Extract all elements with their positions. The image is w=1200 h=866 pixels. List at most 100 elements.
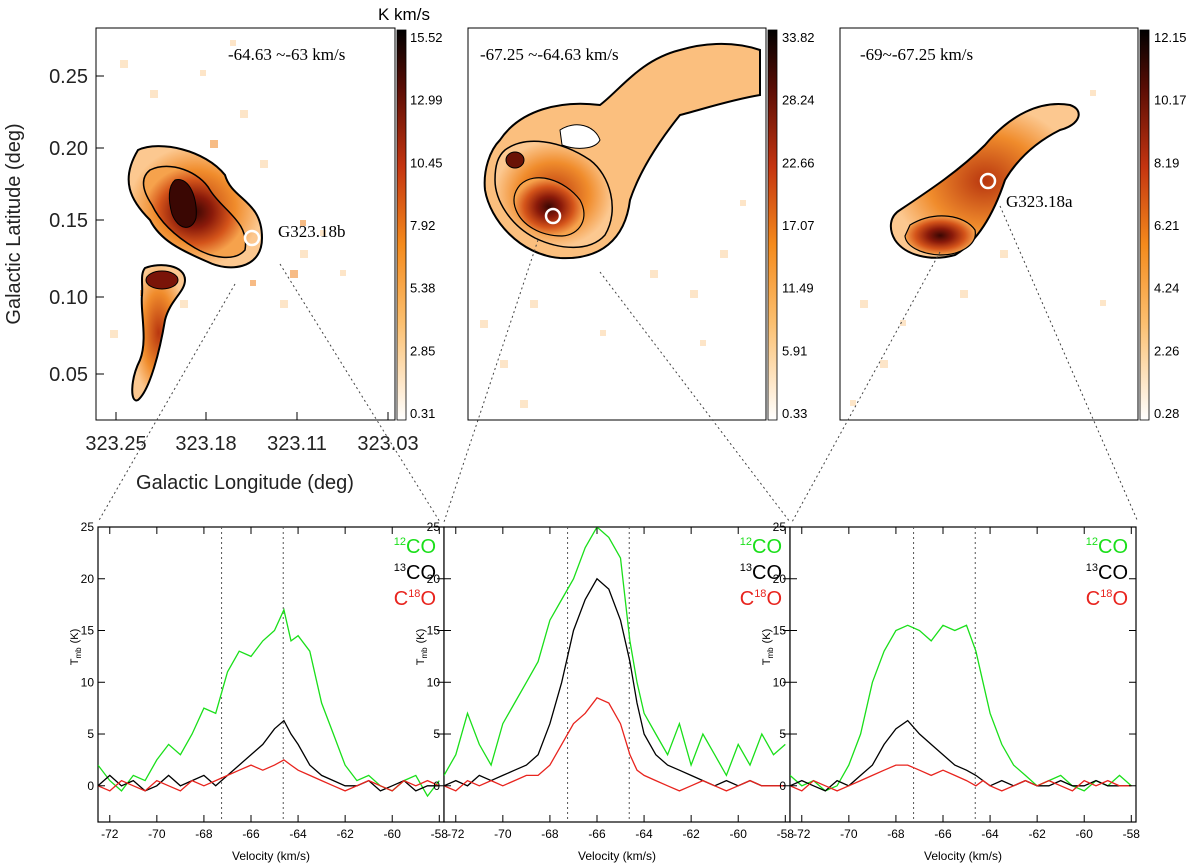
colorbar-3-label: 12.15 [1154,30,1187,45]
map-3-frame [839,27,1139,421]
colorbar-1-label: 2.85 [410,343,435,358]
colorbar-1-label: 7.92 [410,218,435,233]
y-tick-label: 0 [433,779,440,793]
colorbar-2-label: 28.24 [782,93,815,108]
x-tick-label: -62 [1028,827,1046,841]
legend-12co: 12CO [1086,536,1128,558]
map-3-title: -69~-67.25 km/s [860,45,973,64]
map-x-tick-label: 323.25 [85,433,146,455]
y-tick-label: 25 [81,520,95,534]
spectrum-2-frame [443,526,791,823]
colorbar-unit-label: K km/s [378,5,430,24]
map-ylabel: Galactic Latitude (deg) [3,123,25,324]
colorbar-1-label: 0.31 [410,406,435,421]
x-tick-label: -72 [447,827,465,841]
legend-13co: 13CO [394,562,436,584]
colorbar-2 [767,29,778,421]
map-2-emission [480,42,761,408]
legend-13co: 13CO [740,562,782,584]
spectra-group: -72 -70 -68 -66 -64 -62 -60 -58 0 5 10 15 20 25 Veloci… [69,520,1140,863]
map-to-spectrum-connectors [97,205,1139,523]
ylabel-main: T [69,658,81,665]
map-1-source-label: G323.18b [278,222,346,241]
colorbar-2-label: 22.66 [782,155,815,170]
ylabel-main: T [761,658,773,665]
y-tick-label: 5 [779,727,786,741]
legend-c18o: C18O [1086,588,1128,610]
x-tick-label: -60 [384,827,402,841]
spectrum-panel-3: -72 -70 -68 -66 -64 -62 -60 -58 0 5 10 15 20 25 Veloci… [761,520,1140,863]
map-3-emission [850,90,1106,406]
y-tick-label: 20 [427,572,441,586]
colorbar-1-label: 12.99 [410,93,443,108]
series-12CO-line [444,527,786,777]
colorbar-1-label: 10.45 [410,155,443,170]
map-y-tick-label: 0.10 [49,287,88,309]
map-panel-3: -69~-67.25 km/s G323.18a [839,27,1150,421]
x-tick-label: -68 [195,827,213,841]
map-1-source-marker [243,229,261,247]
colorbar-3-label: 6.21 [1154,218,1179,233]
colorbar-2-label: 5.91 [782,343,807,358]
legend-c18o: C18O [394,588,436,610]
legend-c18o: C18O [740,588,782,610]
map-x-tick-label: 323.11 [267,433,327,455]
series-C18O-line [790,764,1132,792]
map-panel-2: -67.25 ~-64.63 km/s [467,27,778,421]
ylabel-sub: mb [420,647,429,659]
x-tick-label: -58 [431,827,449,841]
ylabel-unit: (K) [415,629,427,644]
x-tick-label: -70 [494,827,512,841]
colorbar-3 [1139,29,1150,421]
x-tick-label: -72 [101,827,119,841]
spectrum-xlabel: Velocity (km/s) [578,849,656,863]
colorbar-3-label: 2.26 [1154,343,1179,358]
y-tick-label: 20 [773,572,787,586]
y-tick-label: 0 [779,779,786,793]
ylabel-sub: mb [74,647,83,659]
spectrum-ylabel: Tmb (K) [69,629,83,666]
colorbar-2-label: 0.33 [782,406,807,421]
colorbar-3-label: 8.19 [1154,155,1179,170]
map-3-source-label: G323.18a [1006,192,1073,211]
legend-13co: 13CO [1086,562,1128,584]
x-tick-label: -68 [541,827,559,841]
colorbar-3-label: 4.24 [1154,281,1179,296]
colorbar-3-label: 0.28 [1154,406,1179,421]
x-tick-label: -70 [840,827,858,841]
spectrum-ylabel: Tmb (K) [415,629,429,666]
x-tick-label: -66 [242,827,260,841]
x-tick-label: -70 [148,827,166,841]
spectrum-xlabel: Velocity (km/s) [232,849,310,863]
colorbar-2-label: 11.49 [782,281,814,296]
series-13CO-line [444,577,786,787]
y-tick-label: 10 [427,675,441,689]
spectrum-panel-2: -72 -70 -68 -66 -64 -62 -60 -58 0 5 10 15 20 25 Veloci… [415,520,794,863]
series-C18O-line [98,759,440,792]
x-tick-label: -64 [289,827,307,841]
y-tick-label: 10 [773,675,787,689]
map-y-tick-label: 0.20 [49,138,88,160]
y-tick-label: 25 [773,520,787,534]
x-tick-label: -62 [682,827,700,841]
y-tick-label: 15 [81,624,95,638]
spectrum-panel-1: -72 -70 -68 -66 -64 -62 -60 -58 0 5 10 15 20 25 Veloci… [69,520,448,863]
x-tick-label: -60 [730,827,748,841]
ylabel-main: T [415,658,427,665]
x-tick-label: -66 [588,827,606,841]
map-xlabel: Galactic Longitude (deg) [136,472,354,494]
x-tick-label: -60 [1076,827,1094,841]
colorbar-3-label: 10.17 [1154,93,1187,108]
map-2-title: -67.25 ~-64.63 km/s [480,45,619,64]
spectrum-1-frame [97,526,445,823]
map-panel-1: -64.63 ~-63 km/s G323.18b [95,27,407,421]
ylabel-sub: mb [766,647,775,659]
map-1-title: -64.63 ~-63 km/s [228,45,345,64]
map-x-tick-label: 323.03 [357,433,418,455]
x-tick-label: -58 [1123,827,1141,841]
legend-12co: 12CO [394,536,436,558]
x-tick-label: -64 [981,827,999,841]
x-tick-label: -62 [336,827,354,841]
spectrum-3-frame [789,526,1137,823]
